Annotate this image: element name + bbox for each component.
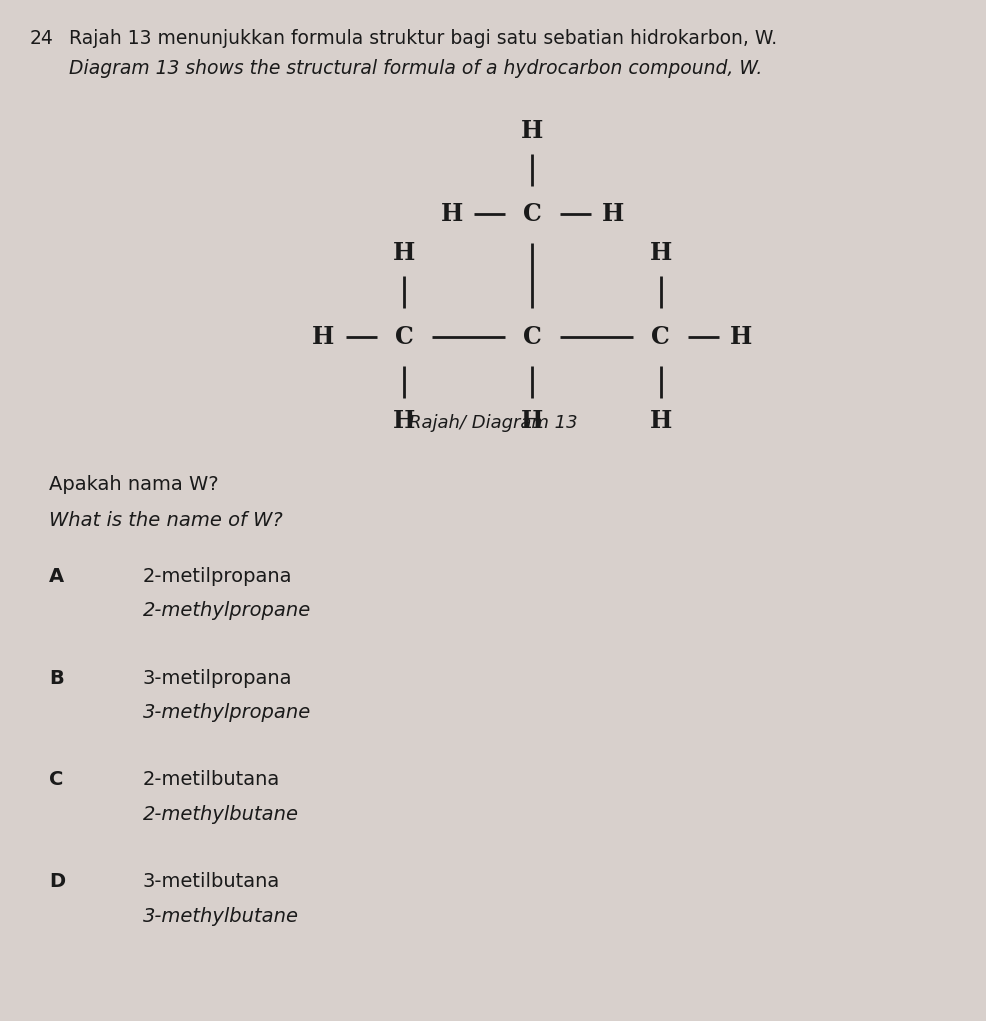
- Text: 3-metilbutana: 3-metilbutana: [143, 872, 280, 891]
- Text: 2-methylbutane: 2-methylbutane: [143, 805, 299, 824]
- Text: Apakah nama W?: Apakah nama W?: [49, 475, 219, 494]
- Text: 24: 24: [30, 29, 53, 48]
- Text: H: H: [522, 408, 543, 433]
- Text: H: H: [393, 408, 415, 433]
- Text: A: A: [49, 567, 64, 586]
- Text: Rajah 13 menunjukkan formula struktur bagi satu sebatian hidrokarbon, W.: Rajah 13 menunjukkan formula struktur ba…: [69, 29, 777, 48]
- Text: D: D: [49, 872, 65, 891]
- Text: C: C: [394, 325, 414, 349]
- Text: H: H: [441, 202, 462, 227]
- Text: H: H: [393, 241, 415, 265]
- Text: H: H: [313, 325, 334, 349]
- Text: C: C: [523, 202, 542, 227]
- Text: Rajah/ Diagram 13: Rajah/ Diagram 13: [408, 414, 578, 432]
- Text: 2-methylpropane: 2-methylpropane: [143, 601, 312, 620]
- Text: 3-methylpropane: 3-methylpropane: [143, 702, 312, 722]
- Text: H: H: [650, 408, 671, 433]
- Text: C: C: [523, 325, 542, 349]
- Text: H: H: [602, 202, 624, 227]
- Text: 3-metilpropana: 3-metilpropana: [143, 669, 293, 687]
- Text: H: H: [650, 241, 671, 265]
- Text: Diagram 13 shows the structural formula of a hydrocarbon compound, W.: Diagram 13 shows the structural formula …: [69, 59, 762, 79]
- Text: C: C: [49, 771, 64, 789]
- Text: H: H: [731, 325, 752, 349]
- Text: 2-metilbutana: 2-metilbutana: [143, 771, 280, 789]
- Text: H: H: [522, 118, 543, 143]
- Text: What is the name of W?: What is the name of W?: [49, 510, 283, 530]
- Text: C: C: [651, 325, 670, 349]
- Text: 2-metilpropana: 2-metilpropana: [143, 567, 293, 586]
- Text: B: B: [49, 669, 64, 687]
- Text: 3-methylbutane: 3-methylbutane: [143, 907, 299, 926]
